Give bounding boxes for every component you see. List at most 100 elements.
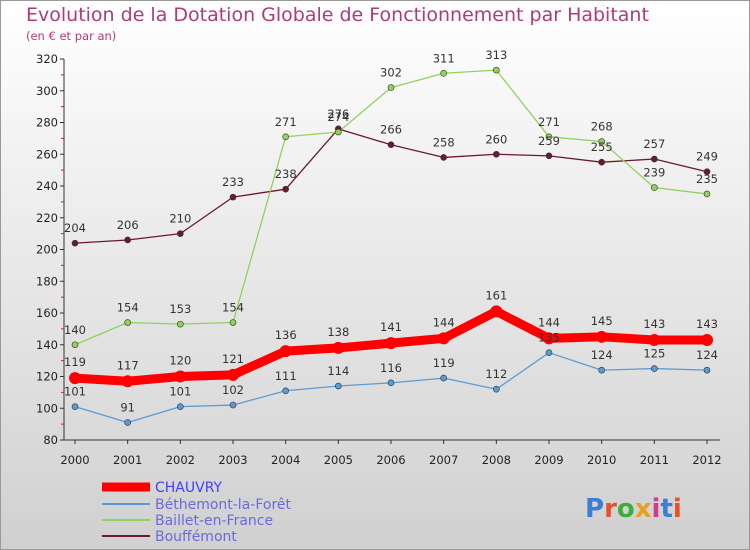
- data-label-bouffemont: 238: [275, 167, 297, 181]
- point-baillet-en-france: [545, 133, 553, 141]
- data-label-bethemont-la-foret: 111: [275, 369, 297, 383]
- data-label-chauvry: 120: [169, 354, 191, 368]
- legend: CHAUVRYBéthemont-la-ForêtBaillet-en-Fran…: [102, 480, 292, 545]
- point-bethemont-la-foret: [387, 379, 395, 387]
- data-label-bouffemont: 255: [591, 140, 613, 154]
- legend-label-bouffemont: Bouffémont: [155, 529, 237, 545]
- x-tick-label: 2003: [218, 453, 247, 467]
- point-baillet-en-france: [387, 84, 395, 91]
- point-chauvry: [227, 368, 239, 381]
- point-baillet-en-france: [71, 341, 79, 349]
- x-tick-label: 2011: [640, 453, 669, 467]
- y-tick-label: 240: [36, 179, 58, 193]
- data-label-bethemont-la-foret: 116: [380, 361, 402, 375]
- legend-label-chauvry: CHAUVRY: [155, 480, 223, 496]
- data-label-bouffemont: 233: [222, 175, 244, 189]
- point-bethemont-la-foret: [598, 366, 605, 374]
- point-bethemont-la-foret: [229, 401, 237, 409]
- y-tick-label: 200: [36, 243, 58, 257]
- point-baillet-en-france: [440, 69, 447, 77]
- data-label-bouffemont: 210: [169, 212, 191, 226]
- point-bethemont-la-foret: [493, 385, 500, 393]
- data-label-chauvry: 143: [643, 317, 665, 331]
- point-bouffemont: [229, 193, 237, 201]
- point-chauvry: [69, 372, 81, 385]
- point-chauvry: [437, 332, 450, 345]
- point-chauvry: [543, 332, 555, 345]
- data-label-chauvry: 144: [433, 315, 455, 329]
- y-tick-label: 260: [36, 147, 58, 161]
- data-label-baillet-en-france: 302: [380, 66, 402, 80]
- x-tick-label: 2012: [692, 453, 721, 467]
- data-label-chauvry: 145: [591, 314, 613, 328]
- data-label-bethemont-la-foret: 91: [120, 401, 135, 415]
- data-label-bethemont-la-foret: 114: [327, 364, 349, 378]
- point-bouffemont: [387, 141, 395, 149]
- point-chauvry: [490, 305, 503, 318]
- data-label-bethemont-la-foret: 119: [433, 356, 455, 370]
- point-bouffemont: [71, 239, 79, 247]
- point-chauvry: [279, 345, 292, 358]
- logo-text: Proxiti: [585, 494, 682, 524]
- point-bouffemont: [124, 236, 131, 244]
- data-label-chauvry: 117: [117, 358, 139, 372]
- x-tick-label: 2006: [376, 453, 405, 467]
- data-label-chauvry: 136: [275, 328, 297, 342]
- data-label-baillet-en-france: 140: [64, 323, 86, 337]
- point-chauvry: [174, 370, 187, 383]
- data-label-chauvry: 143: [696, 317, 718, 331]
- x-tick-label: 2001: [113, 453, 142, 467]
- point-bethemont-la-foret: [651, 365, 658, 372]
- y-tick-label: 80: [43, 433, 58, 447]
- data-label-bouffemont: 276: [327, 107, 349, 121]
- y-tick-label: 300: [36, 84, 58, 98]
- point-chauvry: [121, 375, 134, 388]
- point-bouffemont: [545, 152, 553, 160]
- data-label-baillet-en-france: 274: [327, 110, 349, 124]
- chart-subtitle: (en € et par an): [26, 29, 116, 43]
- point-baillet-en-france: [651, 184, 658, 191]
- point-bouffemont: [598, 158, 605, 166]
- data-label-bethemont-la-foret: 124: [696, 348, 718, 362]
- data-label-baillet-en-france: 154: [222, 301, 244, 315]
- data-label-bouffemont: 259: [538, 134, 560, 148]
- data-label-bouffemont: 258: [433, 135, 455, 149]
- point-bethemont-la-foret: [545, 349, 553, 356]
- data-label-bethemont-la-foret: 125: [643, 347, 665, 361]
- data-label-chauvry: 141: [380, 320, 402, 334]
- data-label-baillet-en-france: 235: [696, 172, 718, 186]
- data-label-baillet-en-france: 153: [169, 302, 191, 316]
- data-label-chauvry: 121: [222, 352, 244, 366]
- point-bethemont-la-foret: [71, 403, 79, 410]
- x-tick-label: 2000: [60, 453, 89, 467]
- data-label-chauvry: 119: [64, 355, 86, 369]
- data-label-baillet-en-france: 268: [591, 120, 613, 134]
- data-label-baillet-en-france: 239: [643, 166, 665, 180]
- point-baillet-en-france: [703, 190, 711, 198]
- point-chauvry: [332, 341, 345, 354]
- data-label-bethemont-la-foret: 124: [591, 348, 613, 362]
- data-label-bouffemont: 257: [643, 137, 665, 151]
- x-tick-label: 2009: [534, 453, 563, 467]
- series-points: [69, 66, 713, 426]
- data-label-bethemont-la-foret: 112: [485, 367, 507, 381]
- data-label-baillet-en-france: 271: [538, 115, 560, 129]
- data-label-bethemont-la-foret: 102: [222, 383, 244, 397]
- y-tick-label: 140: [36, 338, 58, 352]
- data-label-bouffemont: 249: [696, 150, 718, 164]
- point-chauvry: [595, 330, 608, 343]
- point-bouffemont: [177, 230, 184, 237]
- y-tick-label: 280: [36, 116, 58, 130]
- point-chauvry: [385, 337, 397, 350]
- point-baillet-en-france: [493, 66, 500, 74]
- data-label-bethemont-la-foret: 135: [538, 331, 560, 345]
- point-bethemont-la-foret: [124, 419, 131, 426]
- x-tick-label: 2004: [271, 453, 300, 467]
- proxiti-logo: Proxiti: [585, 494, 682, 524]
- data-label-bouffemont: 206: [117, 218, 139, 232]
- y-tick-label: 320: [36, 52, 58, 66]
- point-baillet-en-france: [598, 138, 605, 145]
- data-labels: 204 206 210 233 238 276 266 258 260 259 255 257 249 1…: [64, 48, 718, 414]
- data-label-bouffemont: 260: [485, 132, 507, 146]
